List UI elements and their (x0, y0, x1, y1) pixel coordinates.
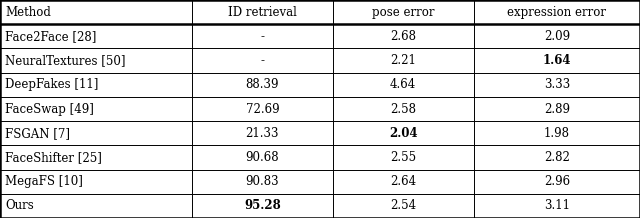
Text: 2.89: 2.89 (544, 102, 570, 116)
Text: 4.64: 4.64 (390, 78, 417, 91)
Text: 21.33: 21.33 (246, 127, 279, 140)
Text: ID retrieval: ID retrieval (228, 6, 297, 19)
Text: pose error: pose error (372, 6, 435, 19)
Text: expression error: expression error (508, 6, 606, 19)
Text: 90.68: 90.68 (246, 151, 279, 164)
Text: -: - (260, 30, 264, 43)
Text: 2.09: 2.09 (544, 30, 570, 43)
Text: 2.55: 2.55 (390, 151, 416, 164)
Text: 2.54: 2.54 (390, 199, 416, 212)
Text: 3.11: 3.11 (544, 199, 570, 212)
Text: 72.69: 72.69 (246, 102, 279, 116)
Text: MegaFS [10]: MegaFS [10] (5, 175, 83, 188)
Text: -: - (260, 54, 264, 67)
Text: 3.33: 3.33 (543, 78, 570, 91)
Text: 2.04: 2.04 (389, 127, 417, 140)
Text: Face2Face [28]: Face2Face [28] (5, 30, 97, 43)
Text: FaceSwap [49]: FaceSwap [49] (5, 102, 94, 116)
Text: 1.98: 1.98 (544, 127, 570, 140)
Text: 2.58: 2.58 (390, 102, 416, 116)
Text: 2.68: 2.68 (390, 30, 416, 43)
Text: Ours: Ours (5, 199, 34, 212)
Text: 2.82: 2.82 (544, 151, 570, 164)
Text: 2.21: 2.21 (390, 54, 416, 67)
Text: 88.39: 88.39 (246, 78, 279, 91)
Text: DeepFakes [11]: DeepFakes [11] (5, 78, 99, 91)
Text: 90.83: 90.83 (246, 175, 279, 188)
Text: Method: Method (5, 6, 51, 19)
Text: FaceShifter [25]: FaceShifter [25] (5, 151, 102, 164)
Text: NeuralTextures [50]: NeuralTextures [50] (5, 54, 125, 67)
Text: FSGAN [7]: FSGAN [7] (5, 127, 70, 140)
Text: 1.64: 1.64 (543, 54, 571, 67)
Text: 2.64: 2.64 (390, 175, 416, 188)
Text: 95.28: 95.28 (244, 199, 281, 212)
Text: 2.96: 2.96 (544, 175, 570, 188)
